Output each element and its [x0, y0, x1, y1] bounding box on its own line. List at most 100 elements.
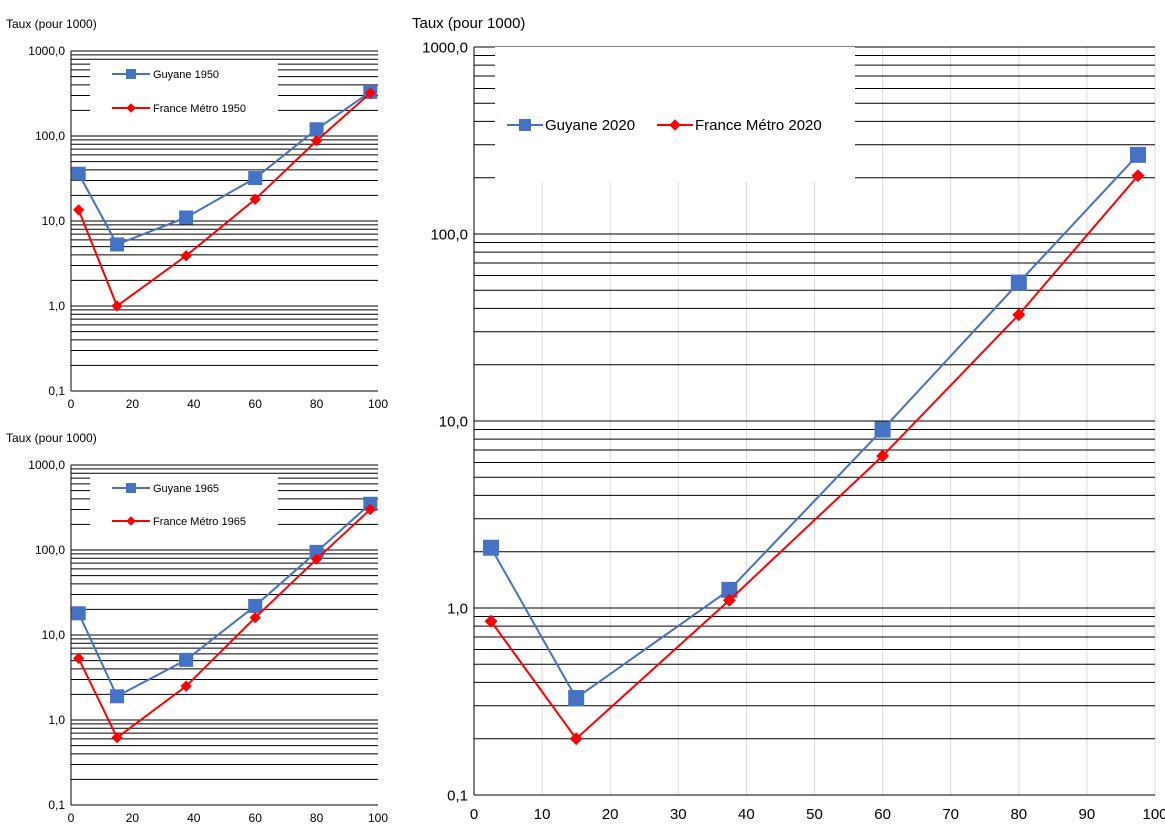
data-point: [310, 135, 323, 147]
x-tick-label: 40: [738, 806, 755, 823]
series-line: [77, 503, 371, 698]
data-point: [71, 166, 86, 181]
legend-marker: [126, 516, 136, 526]
legend: Guyane 2020 France Métro 2020: [495, 47, 855, 182]
x-tick-label: 30: [670, 806, 687, 823]
data-point: [111, 300, 123, 312]
data-point: [876, 449, 890, 463]
legend-box: [90, 62, 278, 124]
y-tick-label: 0,1: [48, 384, 65, 398]
y-tick-label: 1,0: [48, 713, 65, 727]
x-tick-label: 20: [602, 806, 619, 823]
y-tick-label: 0,1: [447, 787, 468, 804]
legend-label: France Métro 2020: [695, 117, 822, 134]
x-tick-label: 10: [534, 806, 551, 823]
series-guyane: [71, 496, 378, 704]
y-tick-label: 100,0: [35, 543, 65, 557]
y-axis-title: Taux (pour 1000): [6, 431, 97, 445]
series-line: [77, 92, 371, 308]
y-tick-label: 1000,0: [28, 458, 65, 472]
data-point: [110, 237, 125, 252]
chart-2020-svg: Taux (pour 1000) 0,1 1,0 10,0 100,0 1000,0 0 1…: [412, 15, 1165, 823]
data-point: [71, 606, 86, 621]
legend-label: France Métro 1950: [153, 103, 246, 115]
x-tick-label: 80: [310, 397, 324, 411]
legend: Guyane 1965 France Métro 1965: [90, 476, 278, 538]
x-tick-label: 50: [806, 806, 823, 823]
legend-marker: [519, 119, 531, 131]
y-tick-label: 100,0: [35, 129, 65, 143]
data-point: [364, 503, 376, 516]
series-guyane: [71, 84, 378, 252]
data-point: [484, 614, 498, 628]
data-point: [364, 87, 376, 99]
legend-marker: [669, 119, 681, 131]
x-tick-label: 40: [187, 397, 201, 411]
data-point: [1131, 169, 1145, 183]
y-tick-label: 1000,0: [422, 39, 468, 56]
x-tick-label: 80: [1010, 806, 1027, 823]
series-line: [77, 508, 372, 740]
x-tick-label: 60: [874, 806, 891, 823]
data-point: [874, 421, 891, 438]
y-axis-title: Taux (pour 1000): [412, 15, 525, 32]
series-france: [73, 87, 376, 312]
legend-box: [90, 476, 278, 538]
chart-1965-svg: Taux (pour 1000) 0,1 1,0 10,0 100,0 1000,0 0 2…: [6, 431, 388, 825]
data-point: [111, 731, 123, 744]
chart-1965: Taux (pour 1000) 0,1 1,0 10,0 100,0 1000,0 0 2…: [0, 415, 395, 831]
data-point: [248, 598, 263, 613]
x-tick-label: 80: [310, 811, 324, 825]
y-tick-label: 10,0: [439, 413, 468, 430]
x-tick-label: 0: [68, 811, 75, 825]
legend-label: France Métro 1965: [153, 516, 246, 528]
data-point: [1010, 274, 1027, 291]
x-tick-label: 100: [368, 811, 388, 825]
data-point: [1012, 308, 1026, 322]
x-tick-label: 100: [1142, 806, 1165, 823]
legend-marker: [126, 483, 136, 493]
chart-2020: Taux (pour 1000) 0,1 1,0 10,0 100,0 1000,0 0 1…: [400, 0, 1165, 831]
chart-1950: Taux (pour 1000) 0,1 1,0 10,0 100,0 1000,0 0 2…: [0, 0, 395, 417]
data-point: [249, 193, 261, 205]
series-line: [490, 154, 1139, 700]
legend-box: [495, 47, 855, 182]
series-line: [77, 91, 371, 246]
y-tick-label: 10,0: [42, 214, 66, 228]
x-tick-label: 20: [126, 397, 140, 411]
legend: Guyane 1950 France Métro 1950: [90, 62, 278, 124]
y-tick-label: 100,0: [430, 226, 468, 243]
x-tick-label: 70: [942, 806, 959, 823]
y-tick-label: 10,0: [42, 628, 66, 642]
data-point: [73, 204, 85, 216]
data-point: [73, 652, 85, 665]
data-point: [1129, 146, 1146, 163]
series-guyane: [483, 146, 1146, 707]
data-point: [569, 732, 583, 746]
data-point: [309, 122, 324, 137]
data-point: [180, 680, 192, 692]
x-tick-label: 0: [68, 397, 75, 411]
legend-label: Guyane 2020: [545, 117, 635, 134]
data-point: [363, 496, 378, 511]
legend-marker: [126, 103, 136, 113]
data-point: [180, 250, 192, 262]
x-tick-label: 0: [470, 806, 478, 823]
x-tick-label: 60: [249, 397, 263, 411]
legend-label: Guyane 1965: [153, 483, 219, 495]
x-tick-label: 20: [126, 811, 140, 825]
chart-1950-svg: Taux (pour 1000) 0,1 1,0 10,0 100,0 1000,0 0 2…: [6, 17, 388, 411]
series-france: [484, 169, 1145, 746]
data-point: [483, 539, 500, 556]
data-point: [179, 210, 194, 225]
series-line: [490, 175, 1139, 741]
data-point: [568, 690, 585, 707]
data-point: [179, 652, 194, 667]
plot-area: 0,1 1,0 10,0 100,0 1000,0 0 20 40 60 80 100: [28, 44, 388, 411]
legend-marker: [126, 69, 136, 79]
data-point: [248, 171, 263, 186]
series-france: [73, 503, 376, 744]
y-tick-label: 1,0: [447, 600, 468, 617]
legend-label: Guyane 1950: [153, 69, 219, 81]
data-point: [110, 689, 125, 704]
